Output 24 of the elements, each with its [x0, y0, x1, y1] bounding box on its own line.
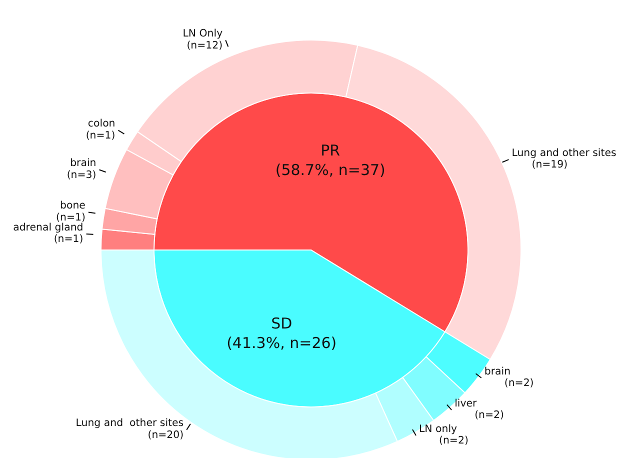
- slice-label: liver: [454, 398, 478, 410]
- slice-label: colon: [88, 118, 116, 130]
- slice-label: bone: [60, 200, 86, 212]
- data-label: (n=1): [86, 130, 116, 142]
- data-label: (41.3%, n=26): [226, 334, 337, 352]
- data-label: (n=1): [54, 234, 84, 246]
- slice-label: Lung and other sites: [76, 418, 184, 430]
- data-label: (n=3): [66, 170, 96, 181]
- slice-label: brain: [70, 158, 96, 170]
- slice-label: SD: [271, 314, 292, 333]
- slice-label: brain: [484, 366, 511, 378]
- data-label: (n=19): [532, 160, 568, 171]
- data-label: (n=20): [148, 430, 184, 441]
- data-label: (n=2): [439, 436, 468, 447]
- data-label: (n=12): [186, 40, 223, 52]
- data-label: (n=1): [56, 212, 86, 224]
- slice-label: adrenal gland: [13, 222, 84, 234]
- data-label: (n=2): [504, 378, 534, 389]
- data-label: (58.7%, n=37): [275, 160, 386, 179]
- slice-label: Lung and other sites: [512, 148, 616, 159]
- slice-label: LN Only: [182, 28, 223, 40]
- slice-label: PR: [320, 141, 340, 160]
- slice-label: LN only: [419, 424, 458, 435]
- data-label: (n=2): [474, 410, 504, 422]
